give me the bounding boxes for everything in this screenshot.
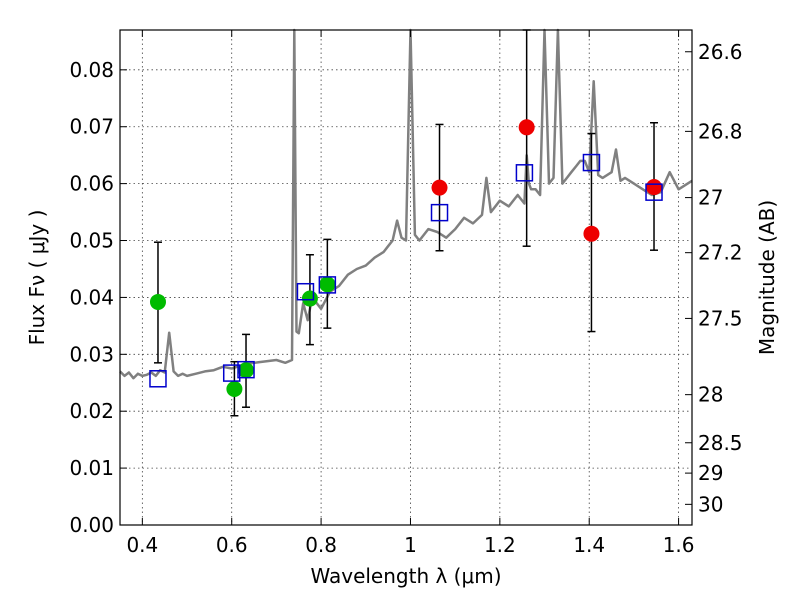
green-data-point [319, 276, 336, 293]
y-tick-label: 0.04 [69, 285, 114, 309]
model-square-point [645, 183, 663, 201]
red-data-point [646, 179, 663, 196]
y2-tick-label: 27.5 [698, 306, 743, 330]
axis-ticks: 0.4 0.6 0.8 1 1.2 1.4 1.6 0.00 0.01 0.02 0.03 0.04 0… [69, 30, 743, 557]
y-tick-label: 0.07 [69, 115, 114, 139]
x-tick-label: 0.6 [216, 533, 248, 557]
y-tick-label: 0.06 [69, 172, 114, 196]
green-data-point [226, 381, 243, 398]
y-tick-label: 0.05 [69, 229, 114, 253]
data-markers [149, 119, 663, 398]
y2-tick-label: 29 [698, 461, 723, 485]
y2-tick-label: 27 [698, 186, 723, 210]
x-tick-label: 1.4 [573, 533, 605, 557]
model-square-point [296, 282, 315, 301]
model-square-point [318, 276, 337, 294]
y2-tick-label: 28.5 [698, 431, 743, 455]
y-tick-label: 0.03 [69, 342, 114, 366]
y2-axis-label: Magnitude (AB) [755, 200, 779, 355]
y2-tick-label: 27.2 [698, 241, 743, 265]
spectrum-series [119, 28, 693, 380]
model-square-point [582, 153, 601, 172]
x-tick-label: 0.4 [126, 533, 158, 557]
y2-tick-label: 30 [698, 492, 723, 516]
model-square-point [149, 370, 167, 388]
green-data-point [301, 290, 318, 307]
spectrum-line [119, 28, 693, 380]
red-data-point [518, 119, 535, 136]
model-square-point [222, 364, 241, 382]
y-tick-label: 0.08 [69, 58, 114, 82]
y2-tick-label: 26.8 [698, 119, 743, 143]
y-tick-label: 0.01 [69, 456, 114, 480]
green-data-point [238, 362, 255, 379]
grid-lines [120, 30, 692, 526]
x-tick-label: 1.2 [484, 533, 516, 557]
red-data-point [583, 225, 600, 242]
model-square-point [515, 164, 534, 182]
x-tick-label: 1.6 [663, 533, 695, 557]
y-tick-label: 0.02 [69, 399, 114, 423]
model-square-point [430, 203, 449, 222]
y2-tick-label: 26.6 [698, 40, 743, 64]
plot-frame [119, 29, 693, 526]
x-axis-label: Wavelength λ (μm) [310, 564, 501, 588]
model-square-point [237, 360, 255, 379]
red-data-point [431, 179, 448, 196]
y2-tick-label: 28 [698, 383, 723, 407]
x-tick-label: 1 [404, 533, 417, 557]
x-tick-label: 0.8 [305, 533, 337, 557]
y-axis-label: Flux Fν ( μJy ) [25, 210, 49, 346]
green-data-point [149, 293, 166, 310]
y-tick-label: 0.00 [69, 513, 114, 537]
